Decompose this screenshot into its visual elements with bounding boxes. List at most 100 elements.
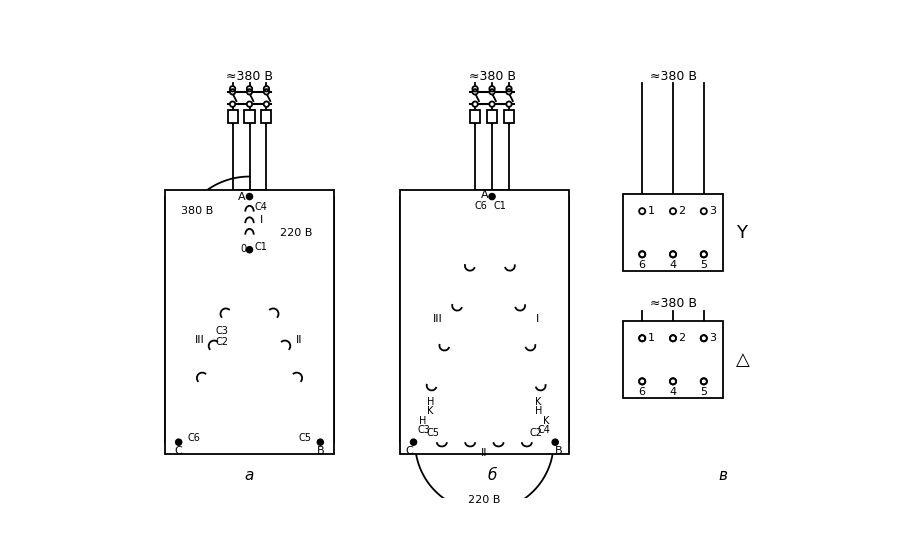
Text: III: III [195, 335, 205, 345]
Text: C4: C4 [538, 425, 551, 435]
Circle shape [507, 87, 511, 91]
Text: K: K [536, 397, 542, 407]
Circle shape [248, 102, 251, 106]
Text: △: △ [736, 351, 750, 369]
Bar [623, 194, 723, 271]
Text: 6: 6 [639, 260, 645, 270]
Text: B: B [555, 446, 562, 456]
Circle shape [489, 193, 495, 199]
Text: C5: C5 [427, 428, 439, 438]
Text: III: III [433, 314, 442, 324]
Circle shape [230, 87, 234, 91]
Bar [245, 110, 255, 123]
Circle shape [702, 379, 706, 384]
Bar [261, 110, 272, 123]
Circle shape [473, 87, 477, 91]
Circle shape [640, 209, 644, 213]
Text: H: H [419, 416, 427, 426]
Circle shape [247, 246, 253, 253]
Circle shape [230, 102, 234, 106]
Text: Y: Y [736, 224, 747, 242]
Circle shape [473, 102, 477, 106]
Circle shape [670, 336, 675, 340]
Bar [165, 190, 334, 454]
Text: C2: C2 [215, 337, 229, 347]
Circle shape [670, 336, 675, 340]
Circle shape [248, 87, 251, 91]
Text: 1: 1 [648, 206, 654, 216]
Circle shape [552, 439, 558, 445]
Circle shape [640, 252, 644, 256]
Text: C: C [175, 446, 183, 456]
Text: I: I [536, 314, 539, 324]
Text: ≈380 В: ≈380 В [226, 70, 273, 83]
Text: ≈380 В: ≈380 В [650, 70, 697, 83]
Text: C1: C1 [493, 201, 506, 211]
Text: 1: 1 [648, 333, 654, 343]
Circle shape [670, 252, 675, 256]
Circle shape [507, 102, 511, 106]
Circle shape [410, 439, 417, 445]
Bar [470, 110, 480, 123]
Circle shape [702, 252, 706, 256]
Bar [623, 321, 723, 398]
Text: 3: 3 [709, 206, 716, 216]
Text: C: C [406, 446, 413, 456]
Text: C3: C3 [418, 425, 431, 435]
Circle shape [702, 336, 706, 340]
Circle shape [473, 90, 477, 94]
Circle shape [247, 193, 253, 199]
Text: C2: C2 [529, 428, 543, 438]
Text: 6: 6 [639, 387, 645, 397]
Text: 2: 2 [679, 333, 686, 343]
Circle shape [491, 102, 494, 106]
Circle shape [248, 90, 251, 94]
Circle shape [265, 90, 268, 94]
Text: б: б [488, 468, 497, 483]
Text: K: K [543, 416, 549, 426]
Text: II: II [482, 448, 488, 458]
Text: I: I [260, 215, 264, 225]
Bar [228, 110, 238, 123]
Circle shape [702, 252, 706, 256]
Text: C5: C5 [298, 432, 311, 442]
Circle shape [670, 252, 675, 256]
Circle shape [702, 336, 706, 340]
Text: II: II [295, 335, 302, 345]
Text: H: H [535, 407, 542, 417]
Circle shape [230, 90, 234, 94]
Text: A: A [481, 190, 488, 200]
Bar [400, 190, 569, 454]
Circle shape [507, 90, 511, 94]
Text: K: K [428, 407, 434, 417]
Circle shape [670, 379, 675, 384]
Text: 220 В: 220 В [280, 228, 312, 238]
Text: 3: 3 [709, 333, 716, 343]
Circle shape [702, 209, 706, 213]
Circle shape [318, 439, 323, 445]
Text: в: в [718, 468, 727, 483]
Text: 4: 4 [670, 260, 677, 270]
Text: C6: C6 [475, 201, 488, 211]
Circle shape [670, 379, 675, 384]
Text: 380 В: 380 В [181, 206, 213, 216]
Bar [504, 110, 514, 123]
Text: H: H [427, 397, 434, 407]
Text: 5: 5 [700, 387, 707, 397]
Text: C6: C6 [188, 432, 201, 442]
Circle shape [491, 87, 494, 91]
Circle shape [491, 90, 494, 94]
Circle shape [670, 209, 675, 213]
Text: 0: 0 [240, 244, 247, 254]
Text: B: B [317, 446, 324, 456]
Text: C4: C4 [255, 202, 268, 212]
Text: C3: C3 [215, 325, 229, 335]
Circle shape [640, 379, 644, 384]
Circle shape [640, 336, 644, 340]
Bar [487, 110, 497, 123]
Circle shape [640, 379, 644, 384]
Circle shape [640, 252, 644, 256]
Text: ≈380 В: ≈380 В [650, 297, 697, 310]
Circle shape [265, 102, 268, 106]
Text: 2: 2 [679, 206, 686, 216]
